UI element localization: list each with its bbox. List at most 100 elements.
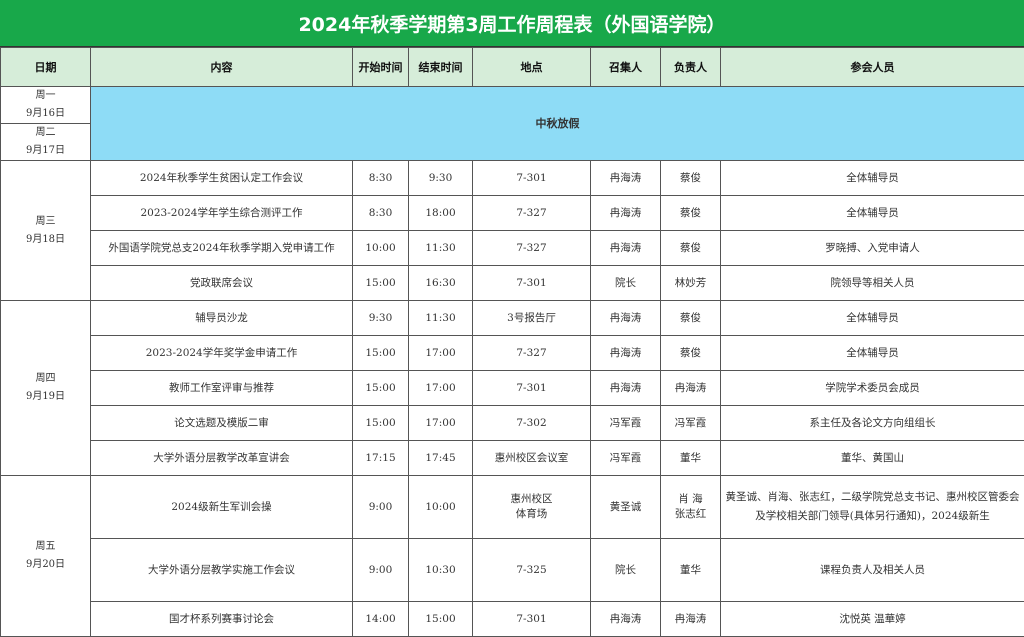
event-content: 国才杯系列赛事讨论会	[91, 602, 353, 637]
location: 7-301	[473, 602, 591, 637]
event-content: 2024级新生军训会操	[91, 476, 353, 539]
start-time: 9:00	[353, 539, 409, 602]
end-time: 18:00	[409, 196, 473, 231]
convener: 冯军霞	[591, 441, 661, 476]
owner: 蔡俊	[661, 301, 721, 336]
end-time: 17:45	[409, 441, 473, 476]
date: 9月16日	[3, 105, 88, 123]
date-cell: 周二 9月17日	[1, 124, 91, 161]
start-time: 8:30	[353, 196, 409, 231]
location: 惠州校区 体育场	[473, 476, 591, 539]
header-content: 内容	[91, 48, 353, 87]
start-time: 15:00	[353, 336, 409, 371]
attendees: 全体辅导员	[721, 196, 1024, 231]
owner: 肖 海 张志红	[661, 476, 721, 539]
event-content: 2024年秋季学生贫困认定工作会议	[91, 161, 353, 196]
location: 7-327	[473, 231, 591, 266]
start-time: 9:00	[353, 476, 409, 539]
end-time: 10:30	[409, 539, 473, 602]
attendees: 罗晓搏、入党申请人	[721, 231, 1024, 266]
event-content: 大学外语分层教学实施工作会议	[91, 539, 353, 602]
end-time: 15:00	[409, 602, 473, 637]
header-attendees: 参会人员	[721, 48, 1024, 87]
owner: 冉海涛	[661, 371, 721, 406]
location: 7-327	[473, 196, 591, 231]
end-time: 9:30	[409, 161, 473, 196]
holiday-label: 中秋放假	[91, 87, 1024, 161]
convener: 冉海涛	[591, 336, 661, 371]
end-time: 17:00	[409, 406, 473, 441]
weekday: 周四	[3, 370, 88, 388]
location: 7-301	[473, 161, 591, 196]
owner: 董华	[661, 539, 721, 602]
attendees: 黄圣诚、肖海、张志红，二级学院党总支书记、惠州校区管委会及学校相关部门领导(具体…	[721, 476, 1024, 539]
attendees: 全体辅导员	[721, 161, 1024, 196]
owner: 冉海涛	[661, 602, 721, 637]
event-content: 辅导员沙龙	[91, 301, 353, 336]
convener: 冉海涛	[591, 161, 661, 196]
date-cell: 周一 9月16日	[1, 87, 91, 124]
weekday: 周二	[3, 124, 88, 142]
event-content: 外国语学院党总支2024年秋季学期入党申请工作	[91, 231, 353, 266]
start-time: 15:00	[353, 266, 409, 301]
weekday: 周一	[3, 87, 88, 105]
start-time: 17:15	[353, 441, 409, 476]
event-content: 2023-2024学年学生综合测评工作	[91, 196, 353, 231]
start-time: 9:30	[353, 301, 409, 336]
header-date: 日期	[1, 48, 91, 87]
location: 7-325	[473, 539, 591, 602]
event-content: 大学外语分层教学改革宣讲会	[91, 441, 353, 476]
convener: 冉海涛	[591, 231, 661, 266]
convener: 院长	[591, 266, 661, 301]
location: 7-327	[473, 336, 591, 371]
attendees: 全体辅导员	[721, 301, 1024, 336]
owner: 林妙芳	[661, 266, 721, 301]
weekday: 周五	[3, 538, 88, 556]
start-time: 15:00	[353, 371, 409, 406]
header-place: 地点	[473, 48, 591, 87]
header-row: 日期 内容 开始时间 结束时间 地点 召集人 负责人 参会人员	[1, 48, 1024, 87]
attendees: 董华、黄国山	[721, 441, 1024, 476]
attendees: 课程负责人及相关人员	[721, 539, 1024, 602]
owner: 董华	[661, 441, 721, 476]
end-time: 17:00	[409, 371, 473, 406]
event-content: 论文选题及模版二审	[91, 406, 353, 441]
end-time: 11:30	[409, 301, 473, 336]
location: 7-301	[473, 371, 591, 406]
convener: 院长	[591, 539, 661, 602]
event-content: 教师工作室评审与推荐	[91, 371, 353, 406]
attendees: 全体辅导员	[721, 336, 1024, 371]
end-time: 10:00	[409, 476, 473, 539]
location: 惠州校区会议室	[473, 441, 591, 476]
event-content: 2023-2024学年奖学金申请工作	[91, 336, 353, 371]
attendees: 学院学术委员会成员	[721, 371, 1024, 406]
start-time: 8:30	[353, 161, 409, 196]
page-title: 2024年秋季学期第3周工作周程表（外国语学院）	[0, 0, 1024, 47]
owner: 蔡俊	[661, 161, 721, 196]
owner: 蔡俊	[661, 336, 721, 371]
schedule-table: 日期 内容 开始时间 结束时间 地点 召集人 负责人 参会人员 周一 9月16日…	[0, 47, 1024, 637]
location: 3号报告厅	[473, 301, 591, 336]
owner: 冯军霞	[661, 406, 721, 441]
convener: 冯军霞	[591, 406, 661, 441]
end-time: 11:30	[409, 231, 473, 266]
date: 9月18日	[3, 231, 88, 249]
holiday-row: 周一 9月16日 中秋放假	[1, 87, 1024, 124]
convener: 冉海涛	[591, 301, 661, 336]
end-time: 17:00	[409, 336, 473, 371]
convener: 冉海涛	[591, 196, 661, 231]
date: 9月20日	[3, 556, 88, 574]
header-start: 开始时间	[353, 48, 409, 87]
